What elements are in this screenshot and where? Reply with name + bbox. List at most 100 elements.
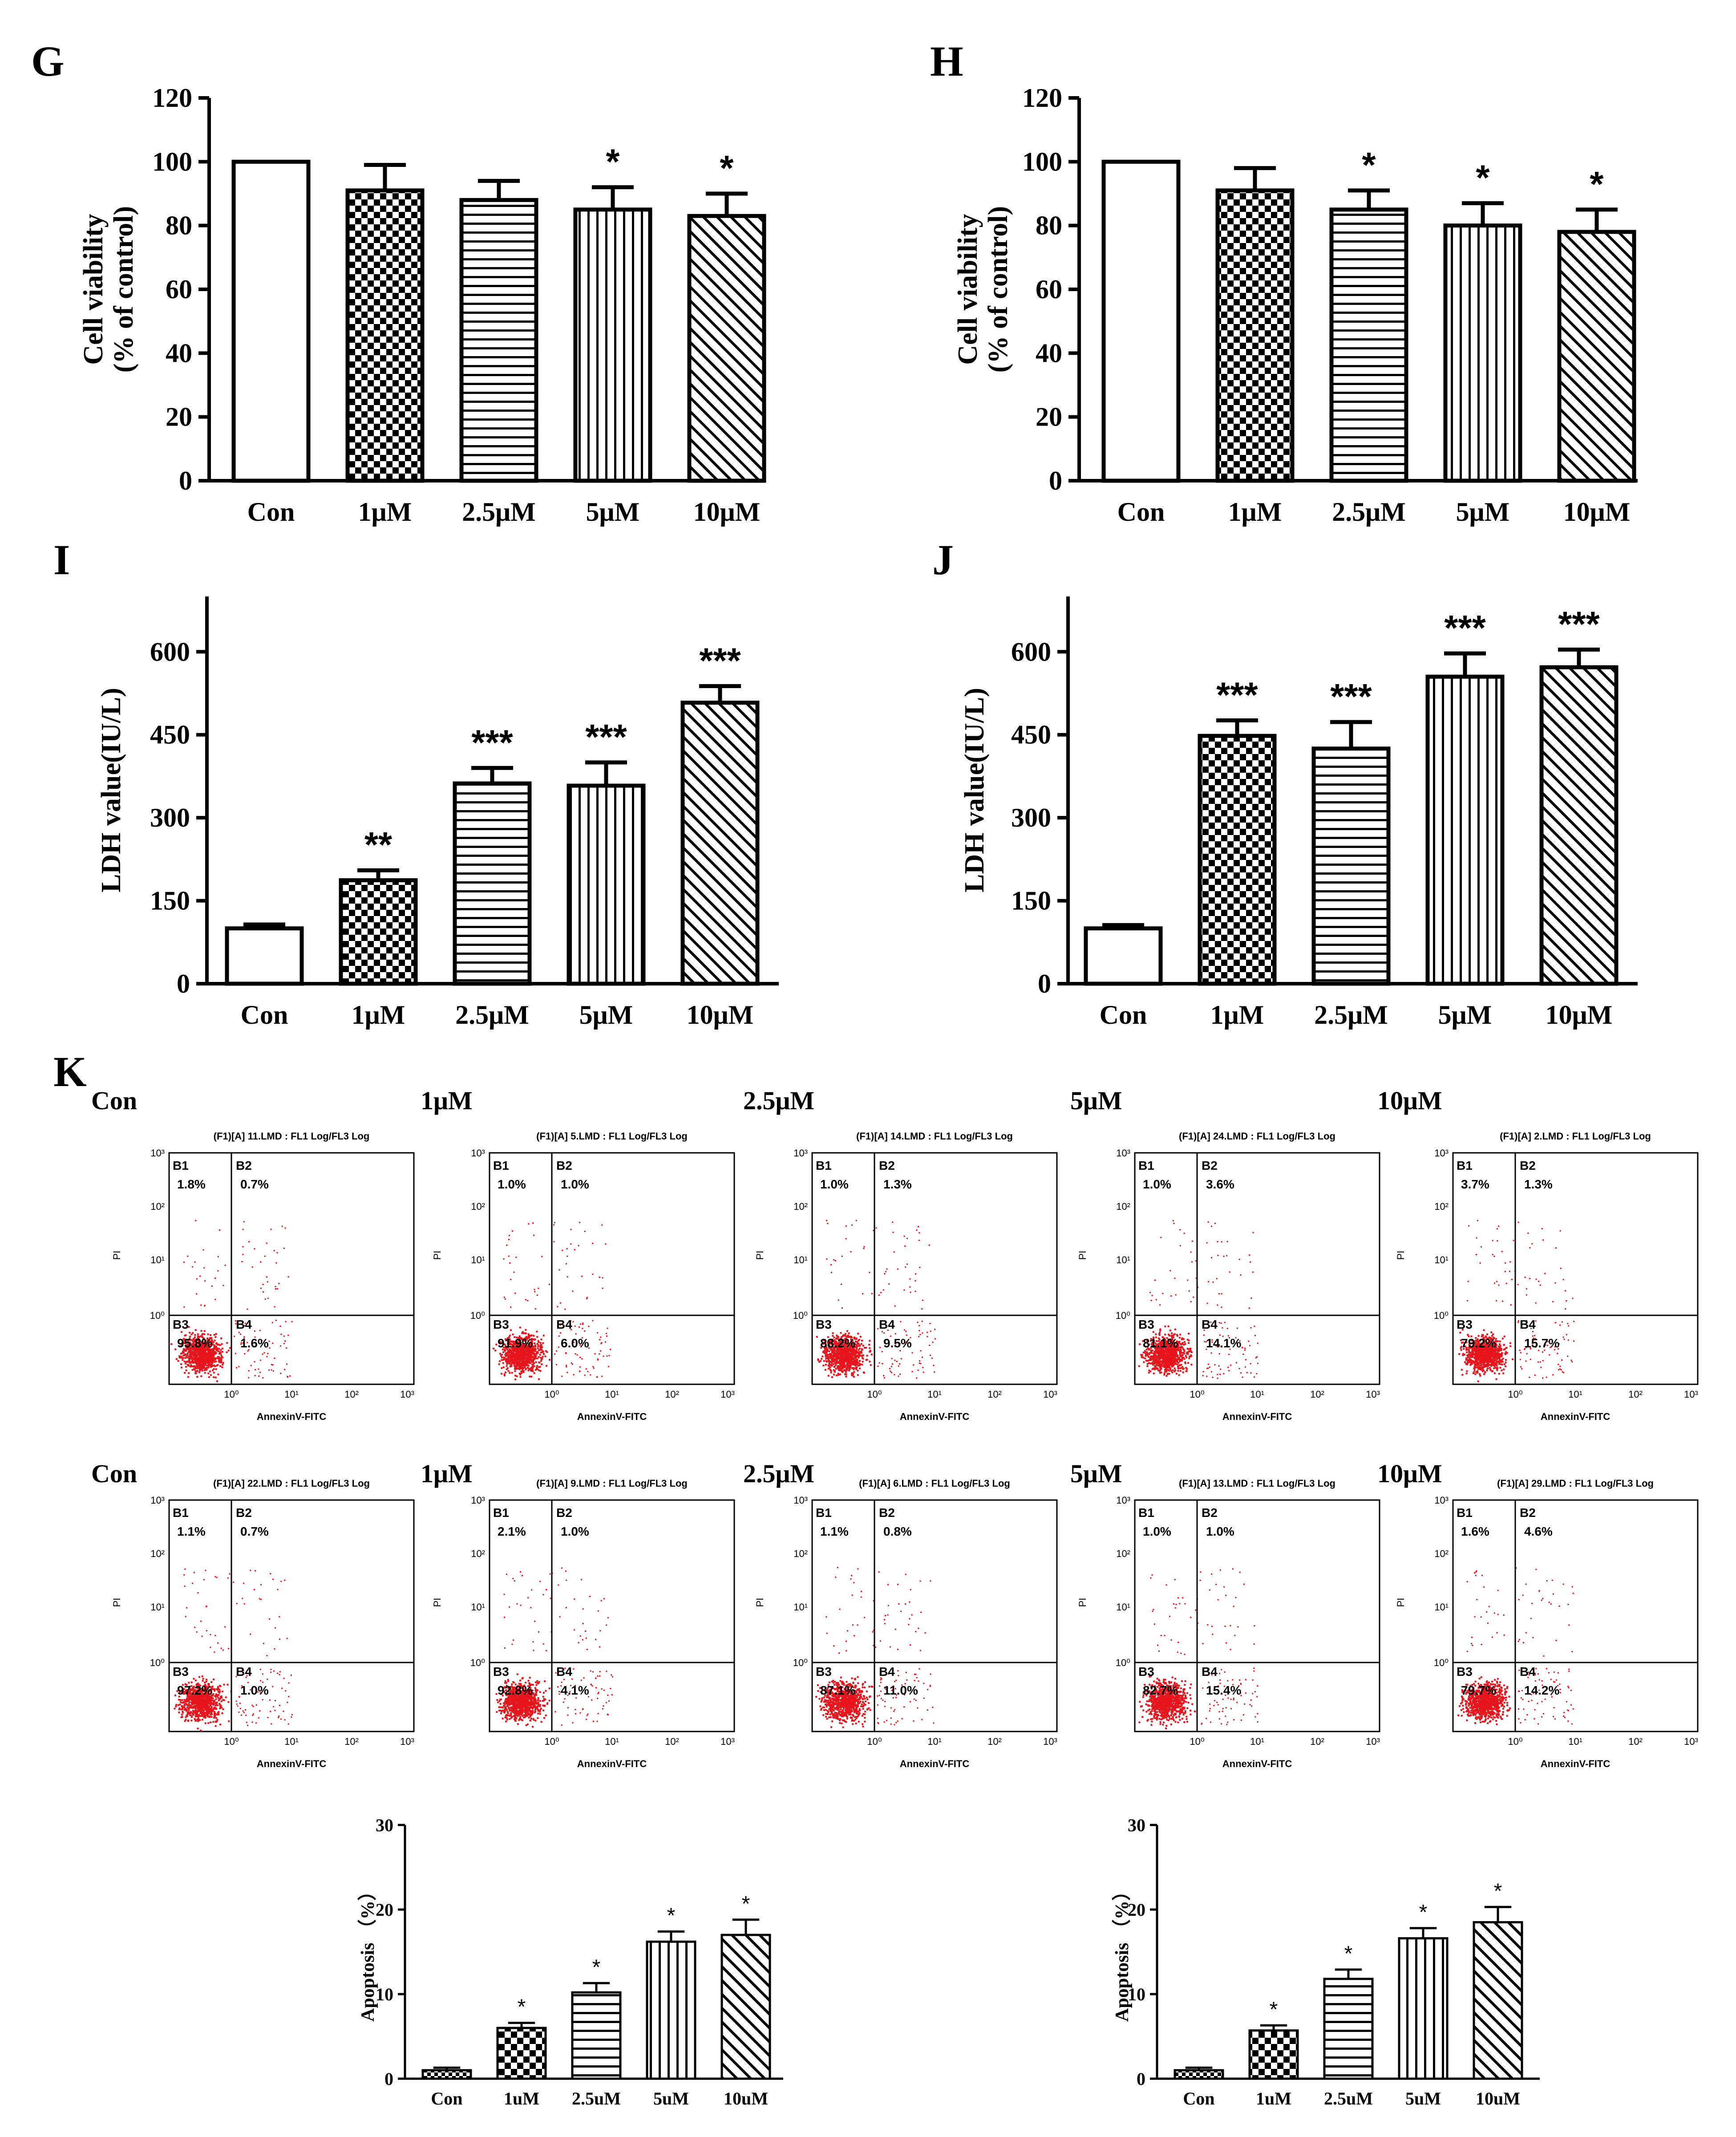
quadrant-percent: 1.0% bbox=[240, 1683, 269, 1697]
condition-label: 10μM bbox=[1377, 1086, 1442, 1115]
y-decade-tick: 10⁰ bbox=[1434, 1310, 1449, 1321]
bar-k2-0 bbox=[1174, 2069, 1224, 2080]
quadrant-percent: 1.1% bbox=[177, 1525, 206, 1538]
x-decade-tick: 10¹ bbox=[1250, 1736, 1264, 1747]
x-decade-tick: 10⁰ bbox=[867, 1389, 882, 1400]
x-decade-tick: 10⁰ bbox=[224, 1736, 239, 1747]
quadrant-label: B2 bbox=[879, 1506, 895, 1520]
y-decade-tick: 10⁰ bbox=[1116, 1310, 1130, 1321]
quadrant-percent: 11.0% bbox=[883, 1683, 918, 1697]
quadrant-percent: 82.7% bbox=[1143, 1683, 1178, 1697]
bar-j-2 bbox=[1311, 746, 1391, 986]
bar-k2-4 bbox=[1473, 1921, 1523, 2080]
y-tick-label: 0 bbox=[177, 969, 190, 998]
bar-g-3 bbox=[573, 207, 652, 483]
significance-marker: ** bbox=[364, 825, 393, 864]
quadrant-label: B3 bbox=[493, 1665, 509, 1679]
flow-plot-frame bbox=[811, 1152, 1058, 1385]
y-tick-label: 40 bbox=[166, 338, 192, 368]
x-decade-tick: 10² bbox=[1310, 1389, 1324, 1400]
x-decade-tick: 10⁰ bbox=[1190, 1736, 1204, 1747]
quadrant-label: B2 bbox=[1520, 1159, 1536, 1172]
flow-plot-frame bbox=[168, 1499, 415, 1732]
quadrant-label: B4 bbox=[236, 1665, 252, 1679]
y-tick-label: 450 bbox=[1011, 720, 1051, 750]
x-decade-tick: 10⁰ bbox=[1190, 1389, 1204, 1400]
x-tick-label: 10μM bbox=[1546, 1000, 1613, 1030]
significance-marker: * bbox=[1476, 158, 1490, 198]
y-decade-tick: 10² bbox=[1116, 1548, 1130, 1559]
flow-y-axis-label: PI bbox=[754, 1598, 765, 1607]
x-tick-label: Con bbox=[247, 497, 295, 527]
quadrant-label: B1 bbox=[173, 1506, 189, 1520]
flow-plot-title: (F1)[A] 5.LMD : FL1 Log/FL3 Log bbox=[536, 1131, 688, 1142]
significance-marker: * bbox=[606, 142, 620, 182]
quadrant-label: B1 bbox=[1138, 1506, 1154, 1520]
quadrant-percent: 1.0% bbox=[1206, 1525, 1234, 1538]
condition-label: 5μM bbox=[1070, 1086, 1122, 1115]
flow-plot: Con (F1)[A] 22.LMD : FL1 Log/FL3 Log B1 1.1… bbox=[91, 1459, 415, 1769]
y-decade-tick: 10¹ bbox=[150, 1254, 165, 1265]
bar-i-0 bbox=[225, 926, 304, 986]
quadrant-label: B3 bbox=[493, 1318, 509, 1331]
bar-k2-2 bbox=[1323, 1978, 1374, 2080]
bar-g-1 bbox=[345, 188, 425, 483]
flow-plot-title: (F1)[A] 13.LMD : FL1 Log/FL3 Log bbox=[1179, 1478, 1335, 1489]
y-decade-tick: 10³ bbox=[1434, 1148, 1449, 1159]
y-decade-tick: 10¹ bbox=[1116, 1254, 1130, 1265]
x-tick-label: 1μM bbox=[358, 497, 412, 527]
x-tick-label: 1μM bbox=[1228, 497, 1282, 527]
bar-g-2 bbox=[459, 198, 538, 483]
x-tick-label: 1μM bbox=[352, 1000, 405, 1030]
quadrant-label: B1 bbox=[493, 1506, 509, 1520]
quadrant-label: B4 bbox=[1202, 1665, 1218, 1679]
y-tick-label: 300 bbox=[150, 803, 190, 832]
y-axis-label: LDH value(IU/L) bbox=[96, 688, 126, 892]
quadrant-percent: 1.1% bbox=[820, 1525, 849, 1538]
quadrant-label: B3 bbox=[1138, 1665, 1154, 1679]
x-decade-tick: 10¹ bbox=[284, 1736, 299, 1747]
x-tick-label: Con bbox=[431, 2088, 462, 2109]
flow-plot-title: (F1)[A] 2.LMD : FL1 Log/FL3 Log bbox=[1500, 1131, 1651, 1142]
condition-label: Con bbox=[91, 1086, 137, 1115]
quadrant-percent: 91.9% bbox=[498, 1336, 533, 1350]
y-tick-label: 0 bbox=[1038, 969, 1051, 998]
quadrant-percent: 0.8% bbox=[883, 1525, 912, 1538]
bar-chart-k1: 0 10 20 30 Apoptosis （%） Con * 1uM * 2.5uM * 5uM * 10… bbox=[357, 1815, 783, 2109]
x-decade-tick: 10³ bbox=[720, 1389, 735, 1400]
quadrant-label: B2 bbox=[1520, 1506, 1536, 1520]
y-axis-label: LDH value(IU/L) bbox=[959, 688, 990, 892]
x-decade-tick: 10² bbox=[665, 1736, 679, 1747]
y-axis-label: Apoptosis （%） bbox=[357, 1882, 378, 2022]
quadrant-label: B1 bbox=[1457, 1506, 1473, 1520]
flow-x-axis-label: AnnexinV-FITC bbox=[1222, 1411, 1292, 1422]
quadrant-label: B1 bbox=[1138, 1159, 1154, 1172]
significance-marker: * bbox=[1494, 1879, 1502, 1903]
x-decade-tick: 10³ bbox=[720, 1736, 735, 1747]
panel-letter-g: G bbox=[31, 37, 65, 85]
y-decade-tick: 10⁰ bbox=[470, 1310, 485, 1321]
x-tick-label: Con bbox=[1100, 1000, 1147, 1030]
y-tick-label: 0 bbox=[384, 2069, 393, 2089]
condition-label: Con bbox=[91, 1459, 137, 1488]
y-tick-label: 600 bbox=[1011, 637, 1051, 666]
x-decade-tick: 10¹ bbox=[605, 1389, 619, 1400]
flow-events bbox=[170, 1220, 293, 1383]
flow-y-axis-label: PI bbox=[432, 1598, 443, 1607]
significance-marker: *** bbox=[1558, 604, 1600, 644]
y-decade-tick: 10³ bbox=[1116, 1495, 1130, 1506]
condition-label: 1μM bbox=[421, 1086, 473, 1115]
flow-plot-title: (F1)[A] 6.LMD : FL1 Log/FL3 Log bbox=[859, 1478, 1010, 1489]
y-decade-tick: 10⁰ bbox=[793, 1657, 808, 1668]
flow-x-axis-label: AnnexinV-FITC bbox=[577, 1411, 647, 1422]
flow-plot: Con (F1)[A] 11.LMD : FL1 Log/FL3 Log B1 1.8… bbox=[91, 1086, 415, 1422]
x-tick-label: 5uM bbox=[653, 2088, 689, 2109]
x-decade-tick: 10¹ bbox=[927, 1736, 942, 1747]
bar-chart-g: 0 20 40 60 80 100 120 Cell viability (% of contr… bbox=[78, 83, 766, 527]
flow-plot: 10μM (F1)[A] 29.LMD : FL1 Log/FL3 Log B1 1.… bbox=[1377, 1459, 1699, 1769]
x-tick-label: 2.5μM bbox=[1314, 1000, 1388, 1030]
flow-plot: 1μM (F1)[A] 5.LMD : FL1 Log/FL3 Log B1 1.0%… bbox=[421, 1086, 735, 1422]
significance-marker: * bbox=[1270, 1998, 1278, 2021]
y-decade-tick: 10¹ bbox=[471, 1602, 485, 1613]
